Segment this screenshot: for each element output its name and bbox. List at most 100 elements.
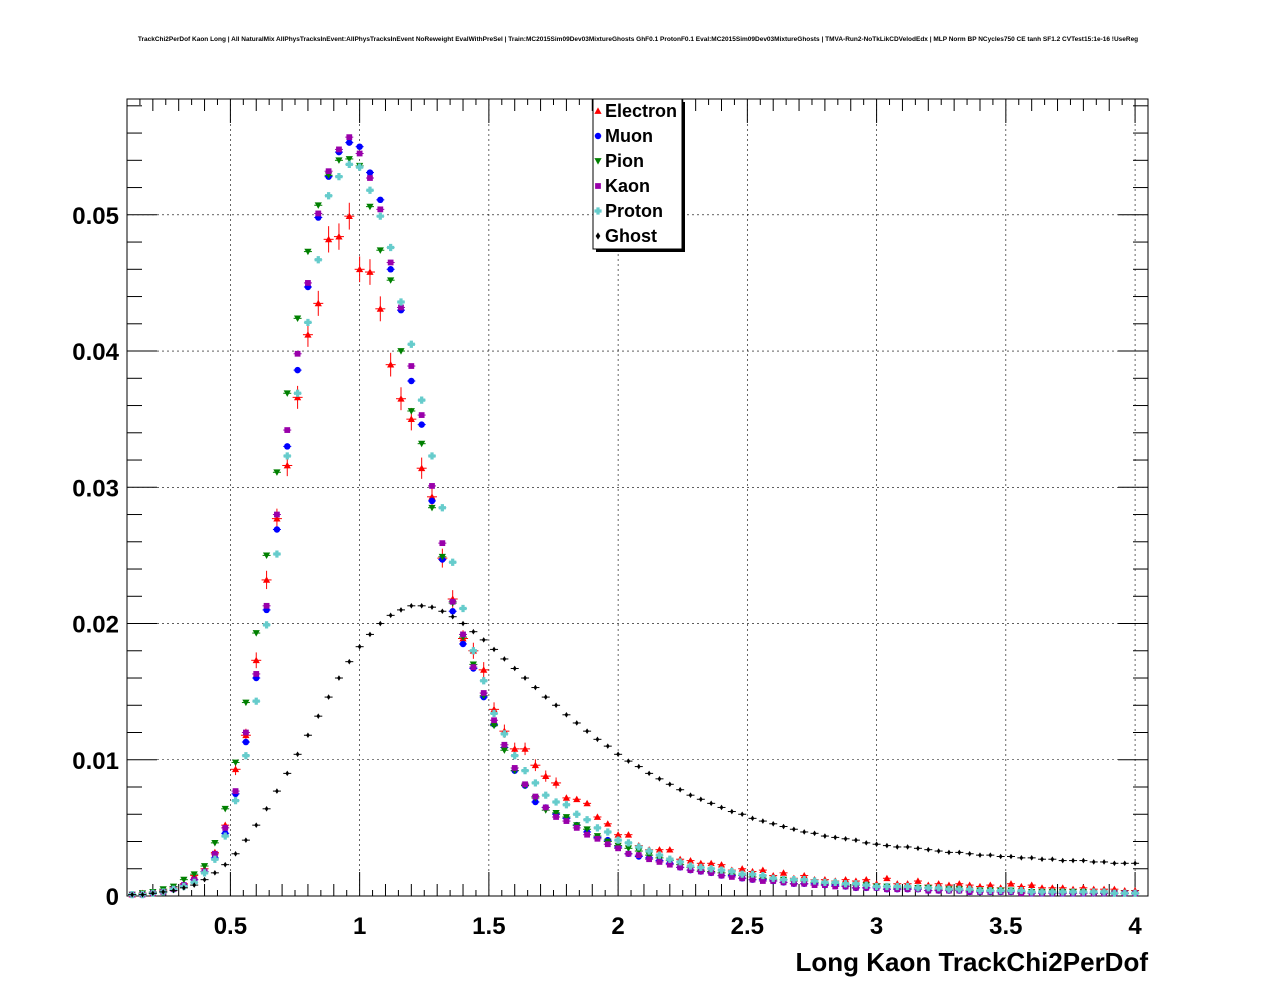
- y-tick-label: 0.05: [72, 203, 119, 230]
- point-proton: [593, 824, 602, 832]
- point-pion: [645, 852, 653, 859]
- point-kaon: [305, 280, 311, 286]
- point-proton: [645, 847, 653, 855]
- point-proton: [759, 871, 767, 880]
- point-proton: [428, 452, 436, 460]
- legend-label-pion: Pion: [605, 151, 644, 171]
- point-ghost: [874, 841, 879, 848]
- point-ghost: [616, 751, 620, 758]
- point-kaon: [346, 134, 353, 141]
- point-kaon: [222, 825, 229, 831]
- point-proton: [273, 550, 281, 558]
- point-ghost: [368, 631, 372, 638]
- point-kaon: [232, 788, 239, 794]
- point-kaon: [522, 781, 528, 788]
- point-kaon: [470, 664, 477, 670]
- point-ghost: [812, 830, 817, 837]
- series-pion: [128, 156, 1140, 899]
- point-electron: [1007, 880, 1015, 887]
- legend-marker-ghost: [595, 232, 601, 240]
- point-kaon: [356, 150, 363, 157]
- point-electron: [573, 795, 581, 803]
- point-proton: [531, 779, 539, 787]
- point-electron: [841, 876, 850, 883]
- point-kaon: [791, 880, 797, 887]
- point-electron: [366, 268, 374, 275]
- point-electron: [262, 576, 271, 583]
- point-pion: [562, 814, 571, 821]
- point-proton: [997, 886, 1005, 895]
- point-kaon: [243, 729, 249, 736]
- point-ghost: [605, 743, 610, 749]
- point-proton: [966, 885, 974, 893]
- point-kaon: [325, 168, 332, 175]
- point-kaon: [408, 363, 415, 369]
- point-proton: [914, 884, 922, 892]
- point-kaon: [294, 350, 301, 357]
- point-kaon: [336, 146, 342, 153]
- point-ghost: [151, 890, 155, 897]
- point-ghost: [533, 684, 538, 691]
- point-ghost: [130, 891, 134, 898]
- point-proton: [666, 855, 674, 863]
- legend-label-kaon: Kaon: [605, 176, 650, 196]
- point-ghost: [171, 887, 176, 894]
- point-kaon: [584, 831, 590, 838]
- point-kaon: [853, 884, 859, 891]
- point-ghost: [1029, 855, 1034, 861]
- point-proton: [893, 882, 901, 891]
- point-ghost: [916, 845, 920, 852]
- point-ghost: [1071, 857, 1075, 864]
- legend-marker-proton: [594, 207, 602, 215]
- point-proton: [397, 298, 405, 306]
- point-proton: [304, 318, 312, 327]
- point-proton: [562, 801, 571, 809]
- point-electron: [655, 846, 664, 853]
- point-electron: [717, 861, 726, 868]
- point-proton: [676, 858, 684, 866]
- point-electron: [593, 813, 602, 820]
- point-ghost: [895, 844, 900, 850]
- point-electron: [418, 464, 426, 472]
- point-proton: [821, 878, 829, 886]
- point-proton: [728, 867, 736, 876]
- point-proton: [717, 866, 726, 874]
- point-kaon: [656, 859, 663, 865]
- point-pion: [190, 871, 198, 878]
- point-electron: [480, 666, 488, 673]
- point-electron: [345, 212, 353, 220]
- point-ghost: [1112, 860, 1117, 867]
- point-pion: [418, 440, 426, 448]
- point-electron: [759, 866, 767, 873]
- point-ghost: [419, 603, 424, 609]
- point-ghost: [244, 837, 248, 843]
- point-electron: [542, 772, 550, 779]
- point-pion: [397, 348, 405, 355]
- point-kaon: [398, 304, 404, 311]
- point-electron: [624, 831, 633, 838]
- point-ghost: [688, 792, 693, 798]
- point-electron: [511, 745, 519, 752]
- point-kaon: [274, 511, 280, 518]
- point-proton: [1079, 888, 1087, 896]
- point-pion: [552, 810, 560, 817]
- y-tick-label: 0.02: [72, 612, 119, 639]
- point-pion: [283, 390, 291, 397]
- x-tick-label: 4: [1128, 913, 1142, 940]
- point-pion: [635, 848, 643, 855]
- x-tick-label: 1: [353, 913, 366, 940]
- point-electron: [428, 493, 436, 500]
- point-ghost: [543, 694, 548, 700]
- point-electron: [252, 656, 260, 664]
- point-ghost: [182, 885, 186, 891]
- point-proton: [935, 884, 943, 892]
- point-ghost: [1050, 856, 1055, 863]
- point-electron: [707, 859, 715, 867]
- point-proton: [242, 752, 250, 760]
- point-ghost: [347, 658, 352, 665]
- point-kaon: [212, 850, 218, 857]
- point-proton: [1048, 888, 1056, 896]
- point-proton: [335, 173, 343, 181]
- point-electron: [387, 361, 395, 368]
- point-electron: [986, 881, 994, 888]
